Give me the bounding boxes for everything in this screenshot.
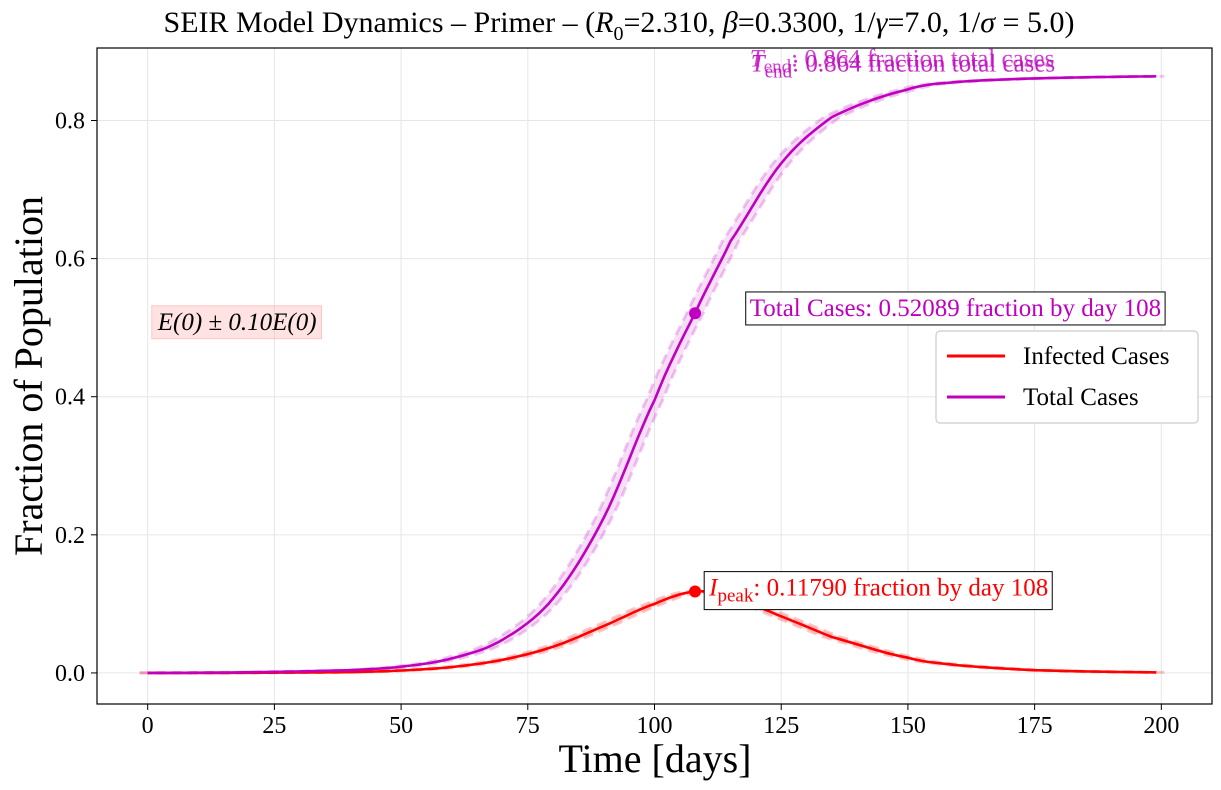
band-label-box [151, 305, 323, 340]
band-label: E(0) ± 0.10E(0) [151, 305, 323, 340]
series-line-infected [147, 589, 1157, 675]
peak-marker [689, 585, 702, 598]
end-annotation: Tend: 0.864 fraction total cases Tend: 0… [750, 45, 1055, 82]
end-annotation-text-shadow: Tend: 0.864 fraction total cases [750, 45, 1054, 77]
x-tick-label: 150 [890, 713, 926, 739]
x-tick-label: 50 [389, 713, 413, 739]
x-tick-label: 125 [763, 713, 799, 739]
total-marker [689, 307, 702, 320]
legend-label-infected: Infected Cases [1023, 343, 1169, 370]
x-tick-label: 100 [637, 713, 673, 739]
total-annotation-box [745, 291, 1166, 326]
series-line-total [147, 75, 1157, 675]
series-markers [689, 307, 702, 598]
y-tick-label: 0.2 [55, 523, 85, 549]
legend-box [935, 330, 1199, 424]
legend: Infected Cases Total Cases [935, 330, 1199, 424]
x-tick-label: 25 [262, 713, 286, 739]
grid-lines [97, 48, 1212, 704]
peak-annotation: Ipeak: 0.11790 fraction by day 108 [703, 571, 1053, 611]
total-annotation-text: Total Cases: 0.52089 fraction by day 108 [750, 295, 1161, 322]
legend-label-total: Total Cases [1023, 384, 1139, 411]
end-annotation-text: Tend: 0.864 fraction total cases [751, 50, 1055, 82]
y-axis-title: Fraction of Population [6, 196, 51, 556]
y-tick-label: 0.8 [55, 109, 85, 135]
band-label-text: E(0) ± 0.10E(0) [157, 309, 317, 336]
y-tick-label: 0.4 [55, 385, 85, 411]
band-infected [139, 591, 1165, 673]
x-tick-label: 75 [516, 713, 540, 739]
y-tick-label: 0.0 [55, 661, 85, 687]
x-tick-label: 200 [1143, 713, 1179, 739]
peak-annotation-text: Ipeak: 0.11790 fraction by day 108 [708, 575, 1048, 607]
axis-ticks: 0 25 50 75 100 125 150 175 200 0.0 0.2 0.4 0.6 0.8 [55, 109, 1179, 739]
x-axis-title: Time [days] [559, 736, 752, 781]
chart-title: SEIR Model Dynamics – Primer – (R0=2.310… [164, 6, 1075, 45]
series-lines [147, 75, 1157, 675]
y-tick-label: 0.6 [55, 247, 85, 273]
total-annotation: Total Cases: 0.52089 fraction by day 108 [745, 291, 1166, 326]
peak-annotation-box [703, 571, 1053, 611]
x-tick-label: 0 [142, 713, 154, 739]
x-tick-label: 175 [1017, 713, 1053, 739]
